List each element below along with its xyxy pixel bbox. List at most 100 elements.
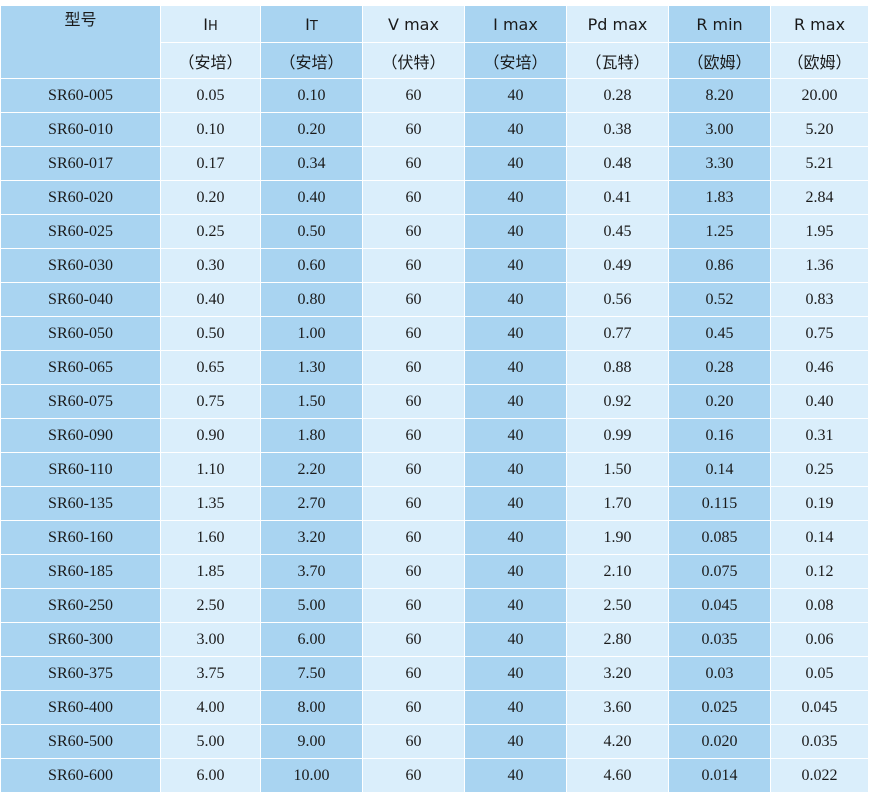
cell-pdmax: 0.45 bbox=[566, 214, 669, 249]
header-row-names: 型号 IH IT V max I max Pd max R min R max bbox=[0, 5, 869, 79]
cell-pdmax: 0.49 bbox=[566, 248, 669, 283]
table-row: SR60-160 1.60 3.20 60 40 1.90 0.085 0.14 bbox=[0, 520, 869, 555]
cell-rmax: 5.20 bbox=[770, 112, 869, 147]
cell-vmax: 60 bbox=[362, 724, 465, 759]
cell-model: SR60-160 bbox=[0, 520, 161, 555]
cell-ih: 0.50 bbox=[160, 316, 261, 351]
cell-vmax: 60 bbox=[362, 758, 465, 793]
cell-rmin: 1.25 bbox=[668, 214, 771, 249]
cell-ih: 0.90 bbox=[160, 418, 261, 453]
cell-rmax: 0.14 bbox=[770, 520, 869, 555]
cell-vmax: 60 bbox=[362, 350, 465, 385]
unit-pdmax: （瓦特） bbox=[566, 42, 669, 79]
cell-rmin: 3.00 bbox=[668, 112, 771, 147]
cell-vmax: 60 bbox=[362, 384, 465, 419]
cell-rmin: 0.86 bbox=[668, 248, 771, 283]
cell-pdmax: 0.56 bbox=[566, 282, 669, 317]
cell-rmin: 0.035 bbox=[668, 622, 771, 657]
cell-imax: 40 bbox=[464, 146, 567, 181]
cell-it: 7.50 bbox=[260, 656, 363, 691]
cell-it: 0.50 bbox=[260, 214, 363, 249]
header-pdmax: Pd max bbox=[566, 5, 669, 43]
cell-rmin: 0.045 bbox=[668, 588, 771, 623]
cell-model: SR60-090 bbox=[0, 418, 161, 453]
cell-rmax: 5.21 bbox=[770, 146, 869, 181]
table-row: SR60-065 0.65 1.30 60 40 0.88 0.28 0.46 bbox=[0, 350, 869, 385]
cell-pdmax: 2.50 bbox=[566, 588, 669, 623]
cell-imax: 40 bbox=[464, 214, 567, 249]
cell-rmin: 0.16 bbox=[668, 418, 771, 453]
cell-rmin: 0.025 bbox=[668, 690, 771, 725]
cell-pdmax: 1.90 bbox=[566, 520, 669, 555]
header-vmax: V max bbox=[362, 5, 465, 43]
cell-pdmax: 0.88 bbox=[566, 350, 669, 385]
cell-rmax: 2.84 bbox=[770, 180, 869, 215]
cell-pdmax: 0.48 bbox=[566, 146, 669, 181]
cell-it: 1.30 bbox=[260, 350, 363, 385]
cell-imax: 40 bbox=[464, 282, 567, 317]
cell-ih: 0.30 bbox=[160, 248, 261, 283]
cell-it: 0.40 bbox=[260, 180, 363, 215]
cell-ih: 2.50 bbox=[160, 588, 261, 623]
cell-model: SR60-040 bbox=[0, 282, 161, 317]
header-it-sub: T bbox=[309, 18, 318, 34]
cell-imax: 40 bbox=[464, 724, 567, 759]
cell-model: SR60-017 bbox=[0, 146, 161, 181]
cell-rmax: 0.05 bbox=[770, 656, 869, 691]
cell-vmax: 60 bbox=[362, 622, 465, 657]
cell-ih: 0.10 bbox=[160, 112, 261, 147]
cell-model: SR60-030 bbox=[0, 248, 161, 283]
unit-ih: （安培） bbox=[160, 42, 261, 79]
cell-it: 0.34 bbox=[260, 146, 363, 181]
cell-pdmax: 2.10 bbox=[566, 554, 669, 589]
cell-vmax: 60 bbox=[362, 690, 465, 725]
header-it-main: I bbox=[305, 14, 310, 34]
cell-vmax: 60 bbox=[362, 180, 465, 215]
cell-ih: 1.85 bbox=[160, 554, 261, 589]
cell-vmax: 60 bbox=[362, 588, 465, 623]
cell-rmax: 0.75 bbox=[770, 316, 869, 351]
cell-model: SR60-065 bbox=[0, 350, 161, 385]
cell-ih: 6.00 bbox=[160, 758, 261, 793]
cell-rmax: 0.25 bbox=[770, 452, 869, 487]
table-row: SR60-075 0.75 1.50 60 40 0.92 0.20 0.40 bbox=[0, 384, 869, 419]
cell-vmax: 60 bbox=[362, 316, 465, 351]
unit-vmax: （伏特） bbox=[362, 42, 465, 79]
cell-rmin: 0.20 bbox=[668, 384, 771, 419]
cell-ih: 0.40 bbox=[160, 282, 261, 317]
table-row: SR60-030 0.30 0.60 60 40 0.49 0.86 1.36 bbox=[0, 248, 869, 283]
table-row: SR60-185 1.85 3.70 60 40 2.10 0.075 0.12 bbox=[0, 554, 869, 589]
cell-vmax: 60 bbox=[362, 78, 465, 113]
table-header: 型号 IH IT V max I max Pd max R min R max … bbox=[0, 5, 869, 79]
cell-pdmax: 0.38 bbox=[566, 112, 669, 147]
cell-model: SR60-250 bbox=[0, 588, 161, 623]
cell-imax: 40 bbox=[464, 486, 567, 521]
cell-ih: 4.00 bbox=[160, 690, 261, 725]
cell-ih: 0.25 bbox=[160, 214, 261, 249]
cell-rmax: 0.46 bbox=[770, 350, 869, 385]
cell-ih: 0.75 bbox=[160, 384, 261, 419]
cell-ih: 1.10 bbox=[160, 452, 261, 487]
cell-rmax: 0.06 bbox=[770, 622, 869, 657]
cell-ih: 0.05 bbox=[160, 78, 261, 113]
header-imax: I max bbox=[464, 5, 567, 43]
unit-rmin: （欧姆） bbox=[668, 42, 771, 79]
cell-pdmax: 4.60 bbox=[566, 758, 669, 793]
table-row: SR60-135 1.35 2.70 60 40 1.70 0.115 0.19 bbox=[0, 486, 869, 521]
cell-model: SR60-375 bbox=[0, 656, 161, 691]
cell-rmax: 0.40 bbox=[770, 384, 869, 419]
cell-it: 0.60 bbox=[260, 248, 363, 283]
cell-it: 3.70 bbox=[260, 554, 363, 589]
cell-imax: 40 bbox=[464, 622, 567, 657]
table-row: SR60-500 5.00 9.00 60 40 4.20 0.020 0.035 bbox=[0, 724, 869, 759]
cell-vmax: 60 bbox=[362, 656, 465, 691]
cell-it: 0.20 bbox=[260, 112, 363, 147]
cell-model: SR60-135 bbox=[0, 486, 161, 521]
table-row: SR60-375 3.75 7.50 60 40 3.20 0.03 0.05 bbox=[0, 656, 869, 691]
cell-vmax: 60 bbox=[362, 452, 465, 487]
spec-table: 型号 IH IT V max I max Pd max R min R max … bbox=[0, 5, 869, 793]
cell-model: SR60-010 bbox=[0, 112, 161, 147]
header-row-units: （安培） （安培） （伏特） （安培） （瓦特） （欧姆） （欧姆） bbox=[1, 42, 869, 79]
table-row: SR60-250 2.50 5.00 60 40 2.50 0.045 0.08 bbox=[0, 588, 869, 623]
cell-it: 9.00 bbox=[260, 724, 363, 759]
